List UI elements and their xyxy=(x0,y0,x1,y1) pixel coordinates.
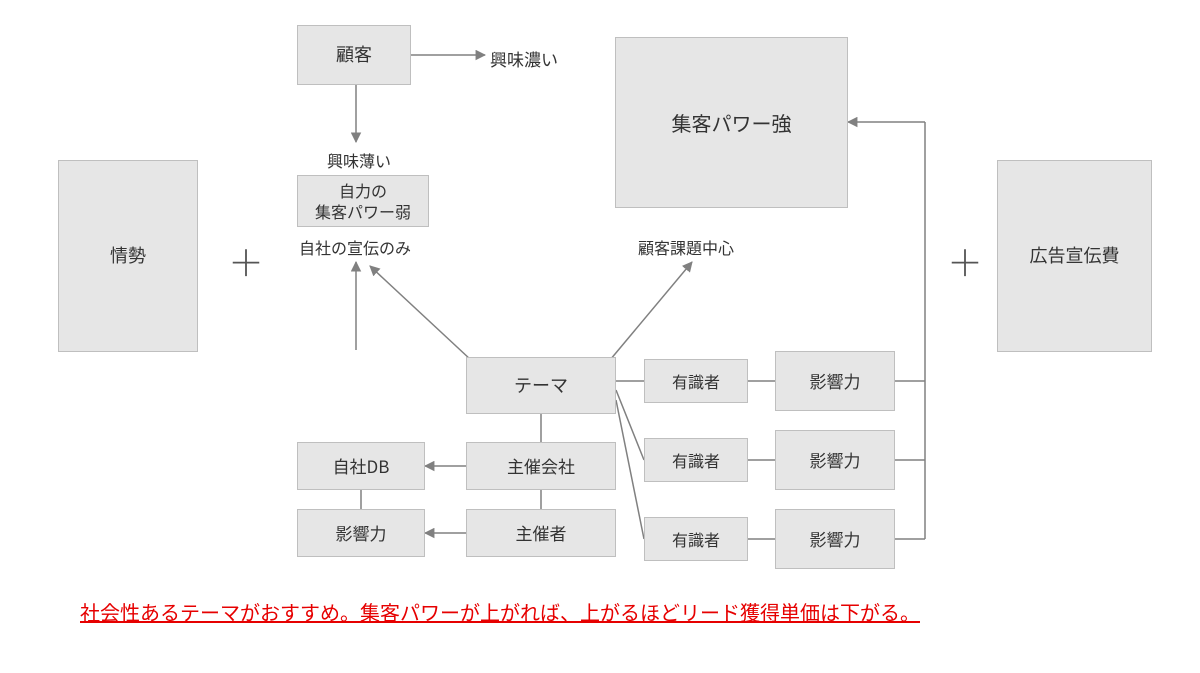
node-influence3: 影響力 xyxy=(775,509,895,569)
plus_right: ＋ xyxy=(947,235,983,287)
edge-12 xyxy=(616,400,644,539)
node-organizer: 主催者 xyxy=(466,509,616,557)
edge-4 xyxy=(610,262,692,360)
edge-3 xyxy=(370,266,471,360)
node-host_company: 主催会社 xyxy=(466,442,616,490)
node-own_influence: 影響力 xyxy=(297,509,425,557)
label-interest_strong: 興味濃い xyxy=(490,48,558,70)
node-customer: 顧客 xyxy=(297,25,411,85)
label-cust_issue: 顧客課題中心 xyxy=(638,237,734,258)
edge-11 xyxy=(616,390,644,460)
node-self_power: 自力の集客パワー弱 xyxy=(297,175,429,227)
node-expert3: 有識者 xyxy=(644,517,748,561)
node-situation: 情勢 xyxy=(58,160,198,352)
diagram-stage: 顧客情勢自力の集客パワー弱集客パワー強テーマ主催会社主催者自社DB影響力有識者有… xyxy=(0,0,1200,673)
node-theme: テーマ xyxy=(466,357,616,414)
node-expert2: 有識者 xyxy=(644,438,748,482)
node-own_db: 自社DB xyxy=(297,442,425,490)
plus_left: ＋ xyxy=(228,235,264,287)
node-influence2: 影響力 xyxy=(775,430,895,490)
footer-text: 社会性あるテーマがおすすめ。集客パワーが上がれば、上がるほどリード獲得単価は下が… xyxy=(80,597,920,626)
node-influence1: 影響力 xyxy=(775,351,895,411)
node-expert1: 有識者 xyxy=(644,359,748,403)
label-own_promo: 自社の宣伝のみ xyxy=(299,237,411,258)
node-ad_cost: 広告宣伝費 xyxy=(997,160,1152,352)
label-interest_weak: 興味薄い xyxy=(327,150,391,171)
node-gather_strong: 集客パワー強 xyxy=(615,37,848,208)
